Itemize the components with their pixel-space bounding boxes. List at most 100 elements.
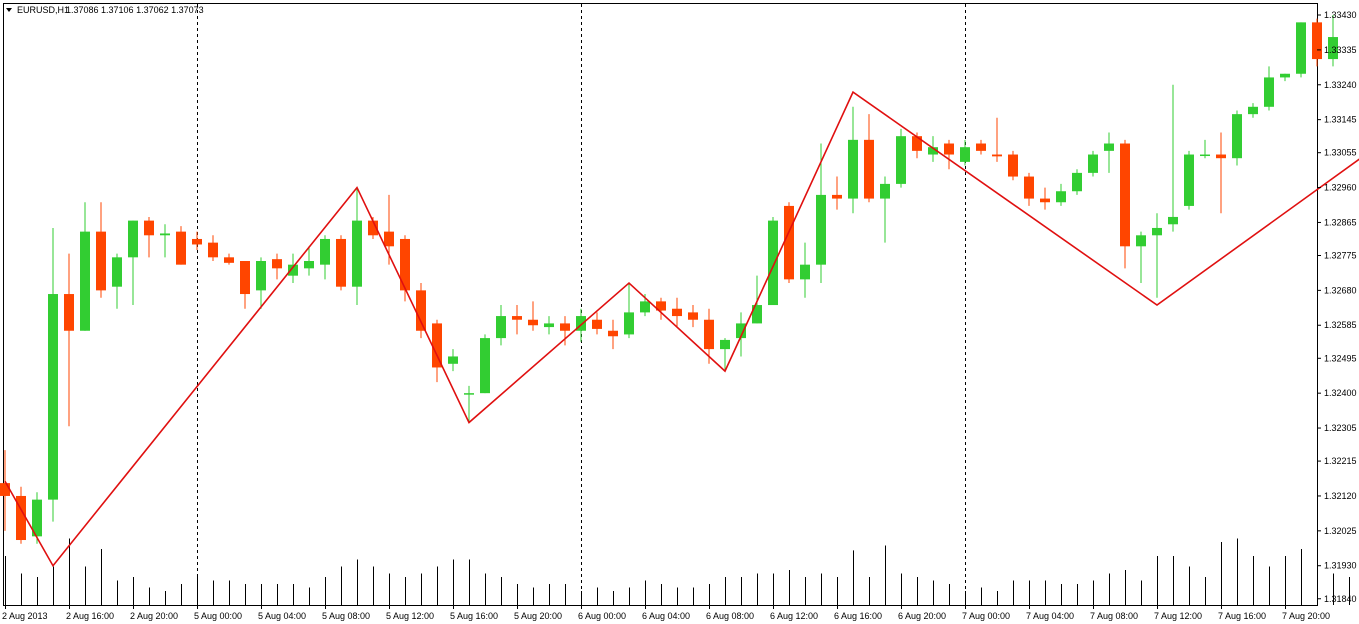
candle bbox=[144, 216, 154, 258]
candlesticks bbox=[0, 15, 1338, 544]
candle-body bbox=[960, 147, 970, 162]
candle-body bbox=[912, 136, 922, 151]
candle bbox=[992, 117, 1002, 162]
candle bbox=[1216, 132, 1226, 214]
volume-bars bbox=[5, 538, 1350, 605]
candle-body bbox=[1200, 154, 1210, 157]
candle-body bbox=[1184, 154, 1194, 206]
candle-body bbox=[16, 495, 26, 541]
candle-body bbox=[832, 194, 842, 199]
candle bbox=[416, 283, 426, 339]
time-tick-label: 6 Aug 20:00 bbox=[898, 611, 946, 621]
candle-body bbox=[192, 238, 202, 245]
candle-body bbox=[512, 316, 522, 320]
candle bbox=[32, 492, 42, 544]
candle-body bbox=[368, 220, 378, 236]
price-tick-label: 1.32585 bbox=[1324, 320, 1357, 330]
candle bbox=[864, 114, 874, 203]
price-tick-label: 1.32025 bbox=[1324, 526, 1357, 536]
candle bbox=[208, 235, 218, 261]
candle bbox=[496, 305, 506, 346]
candle bbox=[80, 202, 90, 331]
time-tick-label: 5 Aug 16:00 bbox=[450, 611, 498, 621]
candle-body bbox=[272, 259, 282, 269]
candle bbox=[304, 246, 314, 276]
candle bbox=[1072, 169, 1082, 195]
candle bbox=[1248, 103, 1258, 118]
candle-body bbox=[944, 143, 954, 155]
candle bbox=[64, 253, 74, 427]
candle-body bbox=[1312, 22, 1322, 60]
candle-body bbox=[1232, 114, 1242, 159]
candle-body bbox=[848, 139, 858, 199]
candle-body bbox=[176, 231, 186, 265]
candle-body bbox=[1056, 191, 1066, 203]
time-tick-label: 5 Aug 20:00 bbox=[514, 611, 562, 621]
candle bbox=[1024, 172, 1034, 206]
candle-body bbox=[1008, 154, 1018, 177]
candle bbox=[16, 486, 26, 544]
candle-body bbox=[400, 238, 410, 291]
candle-body bbox=[528, 319, 538, 326]
price-tick-label: 1.33335 bbox=[1324, 45, 1357, 55]
candle-body bbox=[816, 194, 826, 265]
candle bbox=[448, 349, 458, 372]
candle-body bbox=[480, 338, 490, 394]
price-tick-label: 1.31840 bbox=[1324, 594, 1357, 604]
candle bbox=[944, 139, 954, 170]
candle bbox=[1120, 139, 1130, 269]
candle-body bbox=[704, 319, 714, 350]
candle bbox=[1008, 150, 1018, 181]
time-tick-label: 7 Aug 20:00 bbox=[1282, 611, 1330, 621]
candle-body bbox=[1296, 22, 1306, 74]
candle bbox=[896, 128, 906, 188]
time-tick-label: 6 Aug 12:00 bbox=[770, 611, 818, 621]
time-tick-label: 5 Aug 00:00 bbox=[194, 611, 242, 621]
dropdown-triangle-icon[interactable] bbox=[6, 8, 12, 12]
candle bbox=[768, 216, 778, 306]
candle-body bbox=[1024, 176, 1034, 199]
candle bbox=[688, 305, 698, 328]
candle bbox=[544, 316, 554, 335]
candle bbox=[240, 260, 250, 309]
candle-body bbox=[1088, 154, 1098, 173]
price-axis: 1.33430 1.33335 1.33240 1.33145 1.33055 1.329… bbox=[1317, 10, 1357, 604]
candle bbox=[1088, 150, 1098, 177]
candle-body bbox=[976, 143, 986, 151]
candle-body bbox=[1104, 143, 1114, 151]
candle-body bbox=[304, 260, 314, 269]
candle bbox=[1200, 139, 1210, 159]
candle bbox=[1312, 18, 1322, 67]
candle bbox=[96, 202, 106, 298]
candle bbox=[224, 253, 234, 265]
candle bbox=[1056, 183, 1066, 206]
time-tick-label: 2 Aug 2013 bbox=[2, 611, 48, 621]
candle-body bbox=[128, 220, 138, 258]
candle-body bbox=[352, 220, 362, 287]
candle bbox=[480, 334, 490, 394]
candle-body bbox=[224, 257, 234, 263]
candle bbox=[160, 224, 170, 258]
candle-body bbox=[1120, 143, 1130, 247]
time-tick-label: 7 Aug 16:00 bbox=[1218, 611, 1266, 621]
candle-body bbox=[416, 290, 426, 331]
candle bbox=[816, 143, 826, 284]
candle-body bbox=[256, 260, 266, 291]
candle-body bbox=[464, 393, 474, 395]
candle-body bbox=[240, 260, 250, 295]
candle-body bbox=[576, 316, 586, 331]
candle bbox=[1104, 132, 1114, 173]
price-tick-label: 1.32775 bbox=[1324, 250, 1357, 260]
candle bbox=[832, 176, 842, 210]
candle bbox=[1152, 213, 1162, 298]
price-tick-label: 1.32865 bbox=[1324, 217, 1357, 227]
day-separators bbox=[197, 4, 966, 605]
time-tick-label: 6 Aug 00:00 bbox=[578, 611, 626, 621]
candle-body bbox=[96, 231, 106, 291]
price-tick-label: 1.31930 bbox=[1324, 561, 1357, 571]
candle-body bbox=[1216, 154, 1226, 159]
candle bbox=[176, 226, 186, 265]
candle-body bbox=[32, 499, 42, 537]
